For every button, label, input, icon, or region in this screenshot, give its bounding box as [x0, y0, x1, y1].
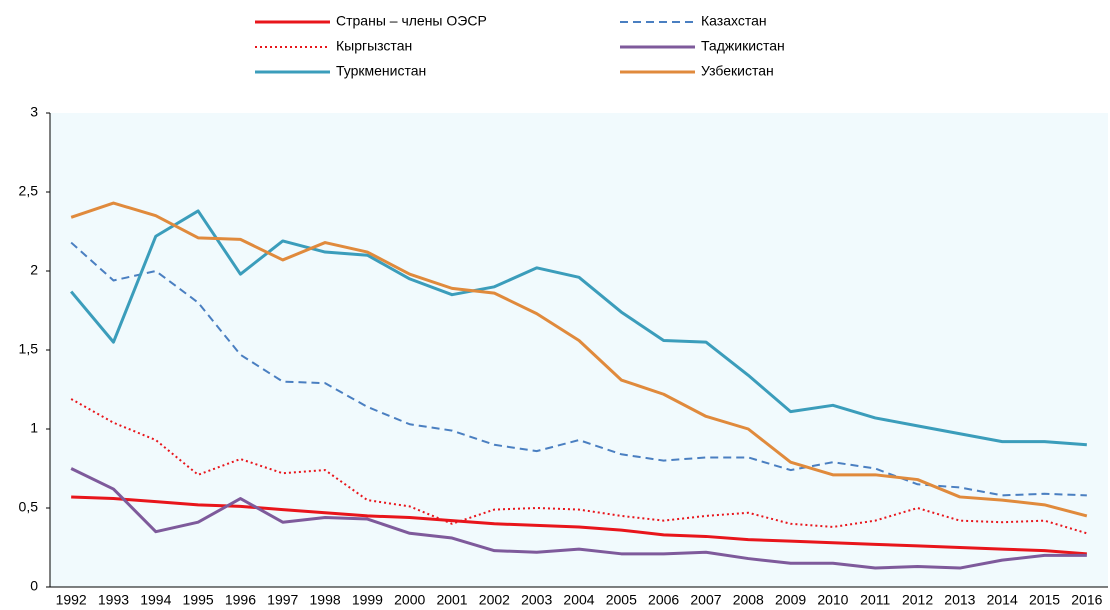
series-line	[70, 201, 1088, 518]
series-line	[70, 467, 1087, 570]
x-tick-label: 2002	[479, 592, 510, 608]
x-tick-label: 1996	[225, 592, 256, 608]
x-tick-label: 2005	[606, 592, 637, 608]
x-tick-label: 1998	[310, 592, 341, 608]
x-tick-label: 2006	[648, 592, 679, 608]
x-tick-label: 2012	[902, 592, 933, 608]
series-line	[70, 398, 1088, 535]
legend-label: Туркменистан	[336, 63, 426, 79]
legend-label: Страны – члены ОЭСР	[336, 13, 487, 29]
x-tick-label: 2013	[944, 592, 975, 608]
x-tick-label: 2011	[860, 592, 890, 608]
x-tick-label: 2001	[436, 592, 467, 608]
x-tick-label: 2016	[1071, 592, 1102, 608]
y-tick-label: 1,5	[19, 341, 39, 357]
x-tick-label: 1992	[56, 592, 87, 608]
x-tick-label: 2007	[690, 592, 721, 608]
x-tick-label: 1994	[140, 592, 171, 608]
legend-label: Казахстан	[701, 13, 767, 29]
x-tick-label: 1995	[183, 592, 214, 608]
x-tick-label: 2004	[563, 592, 594, 608]
x-tick-label: 1997	[267, 592, 298, 608]
legend-label: Узбекистан	[701, 63, 774, 79]
x-tick-label: 2009	[775, 592, 806, 608]
y-tick-label: 2,5	[19, 183, 39, 199]
x-tick-label: 2015	[1029, 592, 1060, 608]
x-tick-label: 2000	[394, 592, 425, 608]
x-tick-label: 2008	[733, 592, 764, 608]
y-tick-label: 0	[30, 578, 38, 594]
x-tick-label: 1999	[352, 592, 383, 608]
series-line	[71, 495, 1087, 556]
y-tick-label: 1	[30, 420, 38, 436]
x-tick-label: 1993	[98, 592, 129, 608]
x-tick-label: 2010	[817, 592, 848, 608]
y-tick-label: 2	[30, 262, 38, 278]
series-line	[70, 241, 1087, 497]
y-tick-label: 3	[30, 104, 38, 120]
legend-label: Таджикистан	[701, 38, 785, 54]
x-tick-label: 2014	[987, 592, 1018, 608]
legend-label: Кыргызстан	[336, 38, 412, 54]
y-tick-label: 0,5	[19, 499, 39, 515]
series-line	[70, 209, 1087, 447]
x-tick-label: 2003	[521, 592, 552, 608]
